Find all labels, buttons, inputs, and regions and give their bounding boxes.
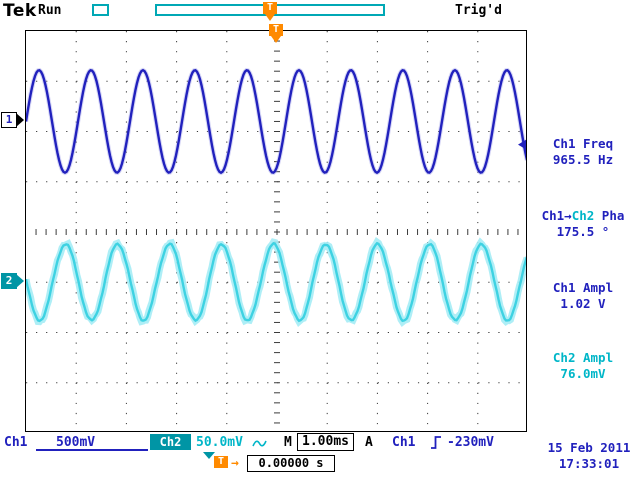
measurement-value: 1.02 V [560, 296, 606, 311]
trigger-line-label: A [365, 435, 373, 450]
ac-coupling-sine-icon [252, 440, 267, 447]
date-text: 15 Feb 2011 [547, 440, 631, 455]
measurement-label: Ch1 Freq [552, 136, 614, 151]
measurement-ch2-ampl: Ch2 Ampl 76.0mV [528, 350, 638, 382]
measurement-value: 965.5 Hz [552, 152, 614, 167]
channel1-marker-arrow-icon [16, 113, 24, 127]
timebase-readout: 1.00ms [297, 433, 354, 451]
timebase-label: M [284, 435, 292, 450]
horizontal-trigger-marker: T [214, 456, 228, 468]
channel1-ground-marker: 1 [1, 112, 24, 128]
trigger-down-arrow-icon [271, 36, 281, 43]
ch1-scale-readout: 500mV [56, 435, 96, 450]
acquisition-indicator-box [92, 4, 109, 16]
measurement-ch1-ampl: Ch1 Ampl 1.02 V [528, 280, 638, 312]
channel2-marker-label: 2 [5, 274, 13, 287]
measurement-ch1-ch2-phase: Ch1→Ch2 Pha 175.5 ° [528, 208, 638, 240]
trigger-position-marker-screen: T [269, 24, 283, 43]
time-text: 17:33:01 [558, 456, 620, 471]
graticule-display [25, 30, 527, 432]
trigger-source-readout: Ch1 [392, 435, 416, 450]
trigger-down-arrow-icon [265, 14, 275, 21]
tek-logo: Tek [3, 1, 37, 21]
channel2-ground-marker: 2 [1, 273, 24, 289]
trigger-t-icon: T [214, 456, 228, 468]
measurement-value: 76.0mV [560, 366, 606, 381]
trigger-status: Trig'd [455, 3, 502, 18]
phase-src-label: Ch1→ [541, 208, 572, 223]
measurement-label: Ch1→Ch2 Pha [528, 208, 638, 224]
trigger-slope-icon [431, 436, 441, 449]
status-bar: Ch1 500mV Ch2 50.0mV M 1.00ms A Ch1 -230… [0, 433, 640, 480]
ch2-scale-readout: 50.0mV [196, 435, 243, 450]
channel1-marker-label: 1 [5, 113, 13, 126]
trigger-t-icon: T [263, 2, 277, 14]
datetime-readout: 15 Feb 2011 17:33:01 [540, 440, 638, 472]
trigger-level-readout: -230mV [447, 435, 494, 450]
horizontal-position-readout: 0.00000 s [247, 455, 335, 472]
phase-ref-label: Ch2 [571, 208, 595, 223]
measurement-label: Ch1 Ampl [552, 280, 614, 295]
trigger-t-icon: T [269, 24, 283, 36]
trigger-position-marker-bar: T [263, 2, 277, 21]
ch1-underline [36, 449, 148, 451]
phase-type-label: Pha [594, 208, 625, 223]
channel2-marker-arrow-icon [16, 274, 24, 288]
measurement-label: Ch2 Ampl [552, 350, 614, 365]
ch1-readout-label: Ch1 [4, 435, 28, 450]
trigger-right-arrow-icon: → [231, 456, 239, 471]
acquisition-status: Run [38, 3, 62, 18]
measurement-ch1-freq: Ch1 Freq 965.5 Hz [528, 136, 638, 168]
ch2-readout-badge: Ch2 [150, 434, 191, 450]
ch2-select-down-arrow-icon [203, 452, 215, 459]
measurement-value: 175.5 ° [556, 224, 610, 239]
